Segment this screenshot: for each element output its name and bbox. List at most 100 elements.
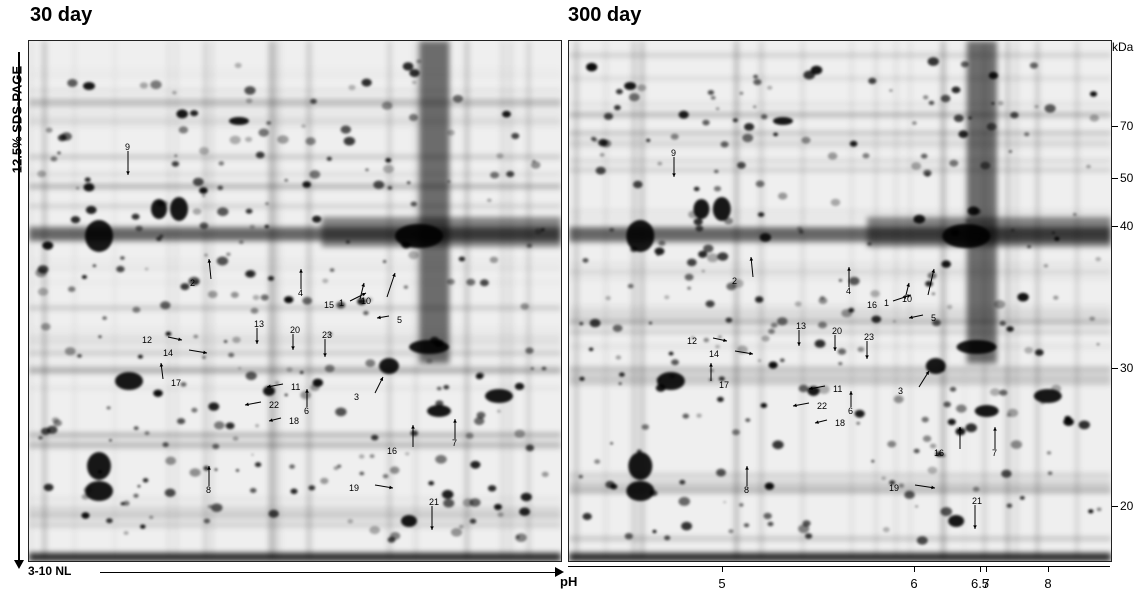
gel-streak bbox=[895, 41, 897, 561]
kda-marker-label: 70 bbox=[1120, 119, 1134, 133]
protein-spot bbox=[707, 90, 715, 95]
protein-spot bbox=[408, 251, 419, 260]
protein-spot bbox=[514, 429, 525, 438]
protein-spot bbox=[668, 351, 674, 356]
arrowhead-icon bbox=[931, 485, 935, 490]
protein-spot bbox=[530, 367, 534, 370]
protein-spot bbox=[389, 466, 400, 474]
protein-spot bbox=[309, 170, 321, 179]
protein-spot bbox=[912, 121, 917, 125]
protein-spot bbox=[652, 529, 657, 534]
protein-spot bbox=[690, 336, 695, 340]
protein-spot bbox=[701, 269, 705, 273]
protein-spot bbox=[778, 192, 788, 200]
protein-spot bbox=[142, 478, 149, 483]
spot-number-label: 4 bbox=[298, 288, 303, 298]
protein-spot bbox=[968, 116, 972, 120]
protein-spot bbox=[302, 297, 313, 305]
protein-spot bbox=[1043, 264, 1049, 268]
protein-spot bbox=[232, 336, 241, 343]
protein-spot bbox=[1010, 111, 1019, 119]
protein-spot bbox=[753, 105, 757, 109]
protein-spot bbox=[102, 316, 107, 320]
protein-spot bbox=[889, 89, 893, 92]
protein-spot-large bbox=[925, 358, 946, 374]
protein-spot bbox=[37, 265, 49, 274]
arrowhead-icon bbox=[389, 485, 393, 490]
protein-spot bbox=[266, 121, 272, 125]
gel-streak bbox=[569, 481, 1111, 485]
protein-spot bbox=[1029, 62, 1038, 69]
protein-spot bbox=[715, 107, 720, 111]
right-arrow-icon bbox=[555, 567, 564, 577]
gel-streak bbox=[30, 41, 33, 561]
protein-spot bbox=[743, 523, 750, 528]
protein-spot-large bbox=[485, 389, 513, 403]
spot-number-label: 21 bbox=[429, 497, 439, 507]
protein-spot bbox=[255, 151, 265, 159]
protein-spot bbox=[116, 265, 125, 273]
protein-spot bbox=[37, 170, 47, 178]
protein-spot bbox=[373, 180, 385, 189]
protein-spot bbox=[120, 256, 125, 260]
protein-spot bbox=[176, 109, 188, 119]
protein-spot bbox=[1006, 326, 1014, 332]
gel-streak bbox=[569, 381, 1111, 384]
protein-spot bbox=[714, 169, 719, 174]
protein-spot bbox=[361, 78, 372, 87]
protein-spot bbox=[106, 518, 113, 524]
gel-streak bbox=[569, 77, 1111, 80]
protein-spot bbox=[476, 411, 486, 419]
protein-spot-large bbox=[170, 197, 188, 221]
spot-number-label: 23 bbox=[322, 330, 332, 340]
protein-spot bbox=[191, 407, 198, 413]
spot-number-label: 6 bbox=[848, 406, 853, 416]
spot-number-label: 16 bbox=[934, 448, 944, 458]
gel-streak bbox=[569, 270, 1111, 274]
protein-spot bbox=[406, 181, 411, 185]
protein-spot bbox=[763, 512, 772, 520]
protein-spot bbox=[1010, 440, 1023, 449]
protein-spot bbox=[615, 355, 622, 360]
protein-spot bbox=[193, 334, 199, 339]
protein-spot bbox=[410, 430, 419, 437]
protein-spot bbox=[180, 382, 187, 387]
protein-spot bbox=[953, 114, 964, 123]
protein-spot bbox=[180, 283, 190, 291]
spot-number-label: 5 bbox=[397, 315, 402, 325]
protein-spot bbox=[383, 260, 387, 263]
protein-spot bbox=[416, 59, 422, 64]
protein-spot bbox=[229, 135, 241, 145]
protein-spot bbox=[582, 258, 589, 263]
arrowhead-icon bbox=[672, 173, 676, 177]
gel-streak bbox=[569, 367, 1111, 369]
protein-spot bbox=[106, 406, 111, 410]
protein-spot bbox=[123, 531, 129, 535]
protein-spot bbox=[264, 224, 269, 229]
protein-spot bbox=[519, 507, 531, 516]
protein-spot bbox=[929, 443, 937, 449]
protein-spot bbox=[655, 384, 666, 392]
protein-spot bbox=[732, 429, 740, 436]
protein-spot bbox=[1006, 413, 1011, 417]
protein-spot bbox=[718, 335, 722, 339]
spot-number-label: 20 bbox=[290, 325, 300, 335]
protein-spot bbox=[798, 524, 810, 534]
spot-number-label: 16 bbox=[867, 300, 877, 310]
protein-spot bbox=[670, 133, 679, 140]
protein-spot bbox=[83, 486, 93, 494]
ph-axis-line bbox=[568, 566, 1110, 567]
protein-spot bbox=[252, 294, 260, 301]
protein-spot bbox=[630, 246, 638, 253]
gel-streak bbox=[29, 369, 561, 373]
protein-spot bbox=[466, 278, 476, 286]
gel-streak bbox=[211, 41, 213, 561]
protein-spot bbox=[192, 208, 202, 215]
protein-spot bbox=[458, 256, 466, 262]
protein-spot bbox=[192, 279, 199, 285]
protein-spot bbox=[81, 512, 90, 519]
protein-spot bbox=[768, 328, 775, 334]
protein-spot bbox=[515, 533, 527, 542]
gel-streak bbox=[29, 119, 561, 123]
protein-spot bbox=[696, 413, 702, 418]
